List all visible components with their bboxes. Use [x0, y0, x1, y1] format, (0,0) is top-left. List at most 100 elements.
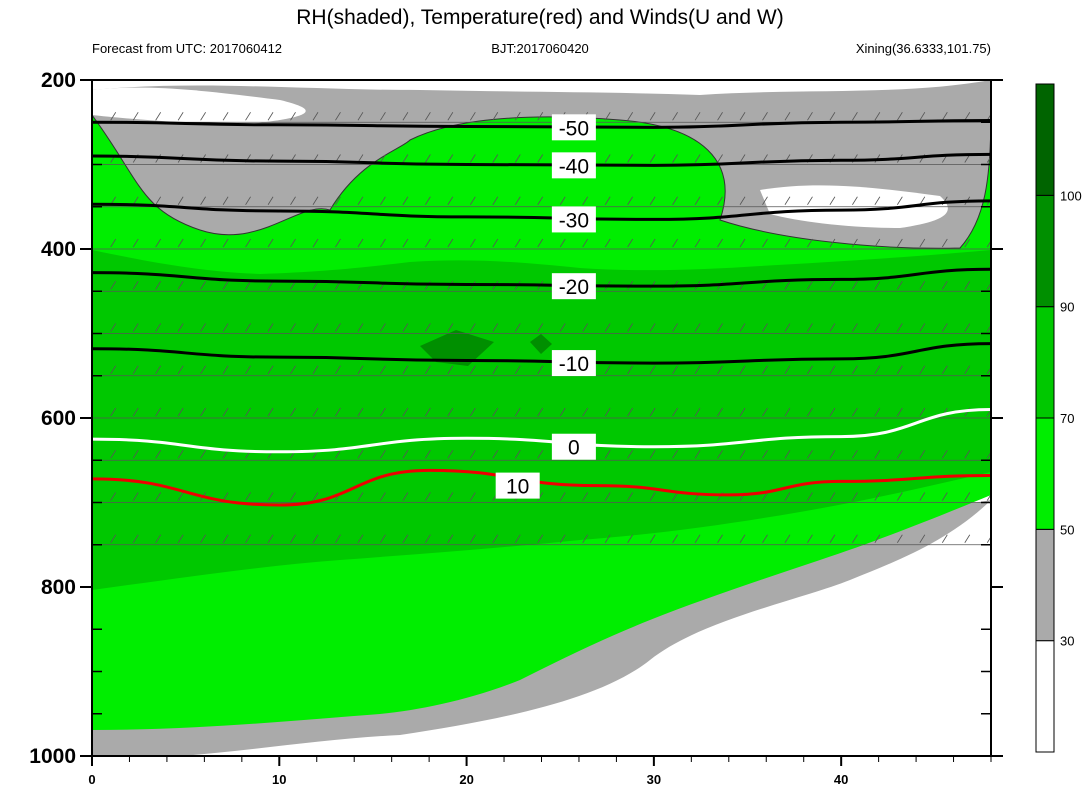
- wind-barb-flag: [964, 323, 971, 332]
- wind-barb-flag: [784, 365, 791, 374]
- wind-barb-flag: [492, 450, 499, 459]
- wind-barb-flag: [672, 407, 678, 417]
- wind-barb-flag: [784, 534, 791, 543]
- wind-barb-flag: [245, 238, 251, 248]
- wind-barb-flag: [267, 492, 274, 501]
- wind-barb-flag: [245, 323, 251, 332]
- wind-barb-flag: [694, 154, 701, 163]
- colorbar-swatch: [1035, 640, 1055, 753]
- wind-barb-flag: [807, 323, 813, 332]
- wind-barb-flag: [717, 450, 723, 459]
- wind-barb-flag: [155, 238, 162, 248]
- wind-barb-flag: [177, 323, 184, 332]
- wind-barb-flag: [649, 365, 656, 374]
- wind-barb-flag: [582, 238, 589, 248]
- wind-barb-flag: [492, 323, 499, 332]
- wind-barb-flag: [335, 323, 341, 332]
- wind-barb-flag: [829, 323, 836, 332]
- wind-barb-flag: [402, 196, 409, 205]
- wind-barb-flag: [986, 324, 991, 332]
- wind-barb-flag: [852, 323, 858, 332]
- wind-barb-flag: [177, 450, 184, 459]
- wind-barb-flag: [717, 365, 723, 374]
- wind-barb-flag: [627, 365, 633, 374]
- wind-barb-flag: [627, 492, 633, 501]
- wind-barb-flag: [964, 492, 971, 501]
- wind-barb-flag: [694, 450, 701, 459]
- x-tick-label: 10: [272, 772, 286, 787]
- wind-barb-flag: [762, 450, 768, 459]
- wind-barb-flag: [559, 238, 566, 248]
- wind-barb-flag: [110, 238, 117, 248]
- wind-barb-flag: [357, 238, 364, 248]
- isotherm-label: -10: [559, 353, 589, 376]
- wind-barb-flag: [132, 450, 139, 459]
- wind-barb-flag: [177, 112, 184, 121]
- wind-barb-flag: [425, 323, 431, 332]
- wind-barb-flag: [852, 196, 858, 205]
- wind-barb-flag: [290, 238, 296, 248]
- wind-barb-flag: [762, 238, 768, 248]
- wind-barb-flag: [964, 112, 971, 121]
- wind-barb-flag: [514, 238, 521, 248]
- wind-barb-flag: [380, 238, 386, 248]
- wind-barb-flag: [784, 492, 791, 501]
- wind-barb-flag: [807, 238, 813, 248]
- wind-barb-flag: [290, 112, 296, 121]
- wind-barb-flag: [312, 365, 319, 374]
- wind-barb-flag: [784, 407, 791, 417]
- wind-barb-flag: [110, 365, 117, 374]
- wind-barb-flag: [784, 323, 791, 332]
- wind-barb-flag: [492, 407, 499, 417]
- wind-barb-flag: [919, 534, 926, 543]
- wind-barb-flag: [649, 112, 656, 121]
- wind-barb-flag: [897, 534, 903, 543]
- wind-barb-flag: [807, 450, 813, 459]
- isotherm-line: [92, 468, 991, 507]
- wind-barb-flag: [897, 492, 903, 501]
- wind-barb-flag: [627, 112, 633, 121]
- wind-barb-flag: [627, 196, 633, 205]
- wind-barb-flag: [919, 365, 926, 374]
- isotherm-label-bg: [551, 206, 596, 233]
- wind-barb-flag: [582, 407, 589, 417]
- wind-barb-flag: [492, 365, 499, 374]
- y-tick-label: 800: [41, 576, 76, 599]
- temperature-isotherms: -50 -40 -30 -20 -10 0 10: [92, 114, 991, 507]
- wind-barb-flag: [807, 492, 813, 501]
- wind-barb-flag: [919, 323, 926, 332]
- wind-barb-flag: [604, 154, 611, 163]
- isotherm-label: 0: [568, 437, 580, 460]
- wind-barb-flag: [986, 536, 991, 543]
- wind-barb-flag: [582, 534, 589, 543]
- y-tick-label: 400: [41, 238, 76, 261]
- wind-barb-flag: [986, 409, 991, 417]
- location-subtitle: Xining(36.6333,101.75): [856, 41, 991, 56]
- wind-barb-flag: [155, 534, 162, 543]
- wind-barb-flag: [897, 281, 903, 290]
- wind-barb-flag: [425, 112, 431, 121]
- wind-barb-flag: [537, 238, 544, 248]
- wind-barb-flag: [807, 365, 813, 374]
- wind-barb-flag: [132, 407, 139, 417]
- wind-barb-flag: [290, 407, 296, 417]
- wind-barb-flag: [717, 196, 723, 205]
- wind-barb-flag: [245, 281, 251, 290]
- wind-barb-flag: [514, 196, 521, 205]
- wind-barb-flag: [874, 238, 881, 248]
- wind-barb-flag: [447, 407, 454, 417]
- wind-barb-flag: [694, 196, 701, 205]
- wind-barb-flag: [312, 323, 319, 332]
- wind-barb-flag: [380, 407, 386, 417]
- wind-barb-flag: [852, 534, 858, 543]
- wind-barb-flag: [672, 323, 678, 332]
- rh-contour: [92, 109, 991, 249]
- wind-barb-flag: [537, 196, 544, 205]
- wind-barb-flag: [627, 407, 633, 417]
- wind-barb-flag: [177, 238, 184, 248]
- wind-barb-flag: [897, 323, 903, 332]
- colorbar-tick-label: 30: [1060, 634, 1074, 649]
- wind-barb-flag: [492, 196, 499, 205]
- wind-barb-flag: [537, 154, 544, 163]
